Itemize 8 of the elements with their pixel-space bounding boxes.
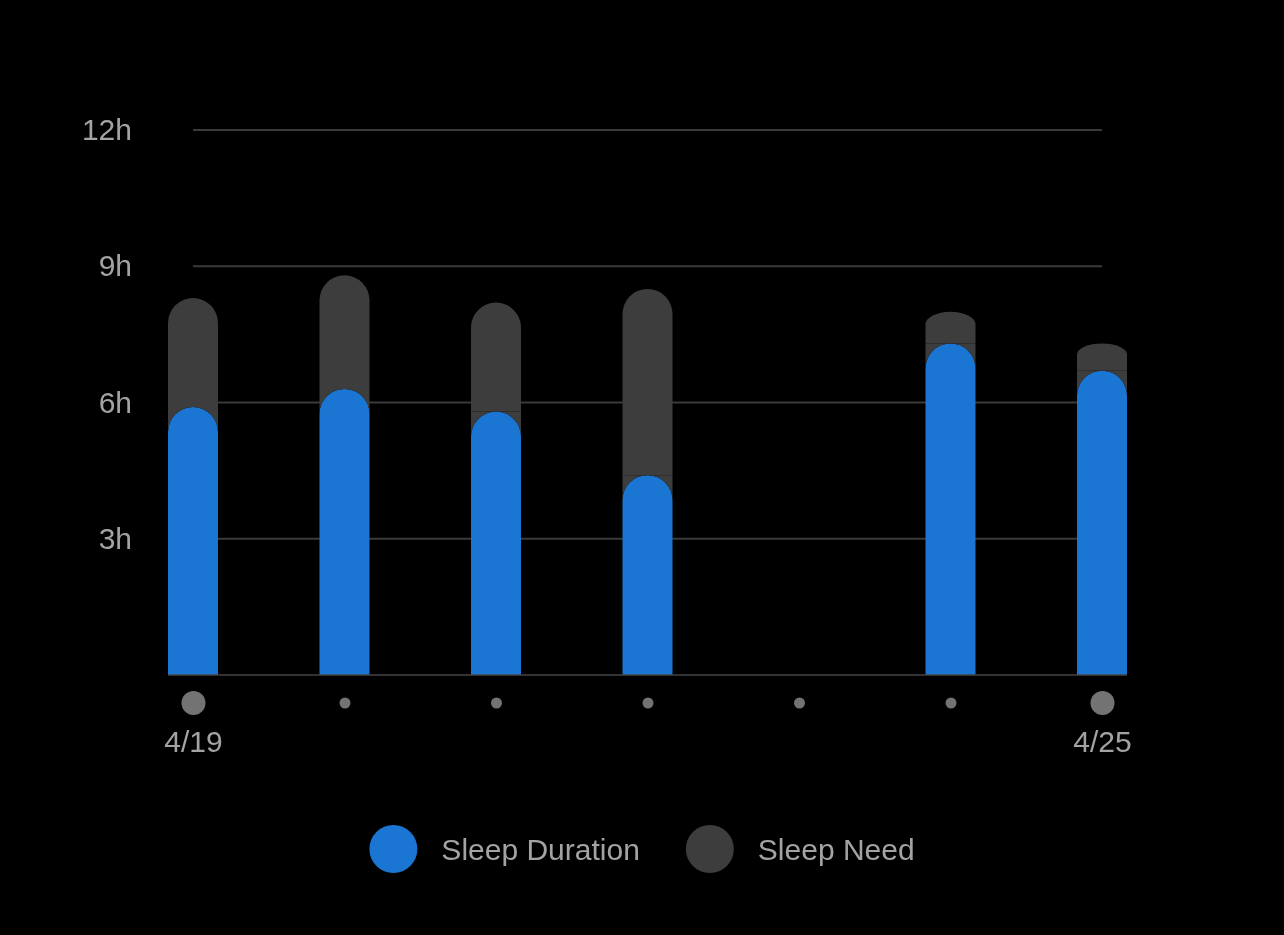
legend-label: Sleep Need [757, 832, 915, 866]
y-tick-label: 9h [98, 249, 132, 283]
y-tick-label: 6h [98, 385, 132, 419]
x-tick-label: 4/19 [164, 725, 223, 759]
x-tick-label: 4/25 [1073, 725, 1132, 759]
y-tick-label: 12h [81, 113, 132, 147]
legend-label: Sleep Duration [441, 832, 640, 866]
y-tick-label: 3h [98, 521, 132, 555]
